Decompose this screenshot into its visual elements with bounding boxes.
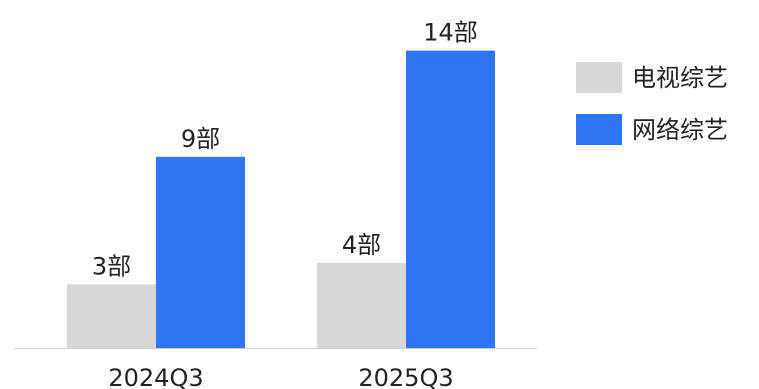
bar-value-label: 3部 (92, 252, 131, 280)
bar-value-label: 4部 (342, 231, 381, 259)
bar-value-label: 14部 (423, 19, 478, 47)
x-tick-labels-group: 2024Q3 2025Q3 (108, 364, 453, 389)
legend-label: 电视综艺 (632, 64, 728, 92)
legend-label: 网络综艺 (632, 116, 728, 144)
bars-group (67, 50, 495, 348)
bar-value-label: 9部 (181, 125, 220, 153)
bar-labels-group: 3部 9部 4部 14部 (92, 19, 478, 281)
legend-swatch (576, 114, 622, 145)
x-tick-label: 2024Q3 (108, 364, 203, 389)
x-tick-label: 2025Q3 (358, 364, 453, 389)
legend-swatch (576, 62, 622, 93)
bar-2024Q3-s0 (67, 284, 156, 348)
bar-2025Q3-s0 (317, 263, 406, 348)
bar-2024Q3-s1 (156, 156, 245, 348)
bar-2025Q3-s1 (406, 50, 495, 348)
